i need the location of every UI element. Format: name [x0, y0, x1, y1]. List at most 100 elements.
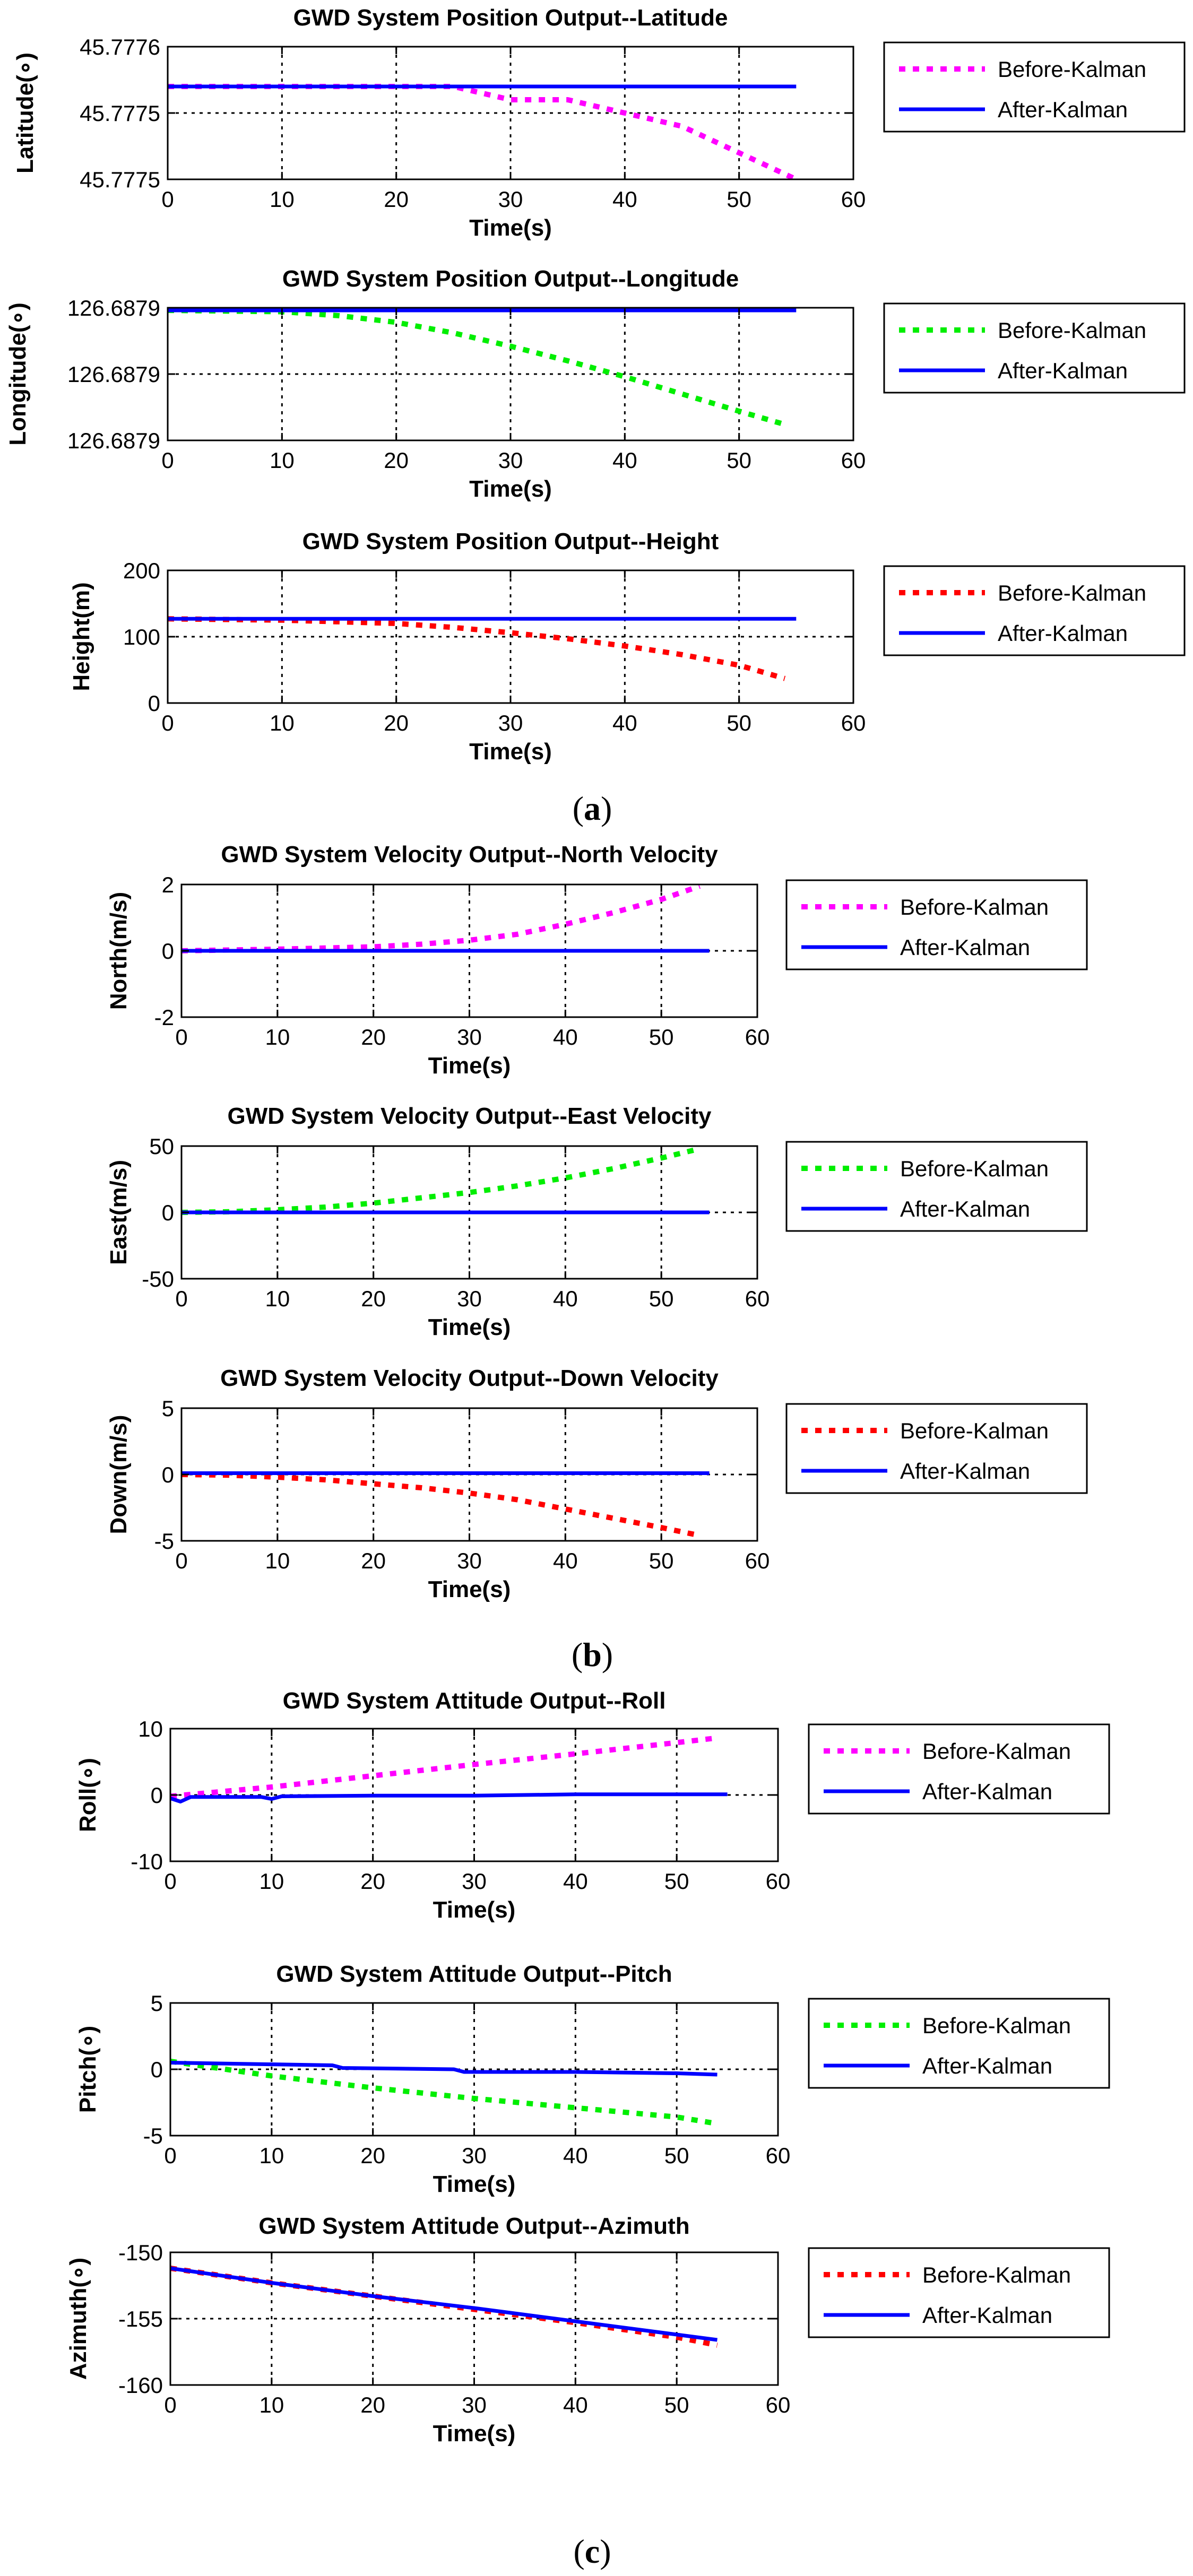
- chart-9: GWD System Attitude Output--Azimuth 0 10 20…: [65, 2213, 1110, 2447]
- legend-box: [785, 879, 1088, 970]
- chart-title: GWD System Position Output--Longitude: [282, 266, 739, 292]
- x-tick-label: 0: [164, 2143, 176, 2168]
- x-tick-label: 60: [766, 2143, 791, 2168]
- legend-box: [883, 565, 1186, 656]
- y-tick-label: -150: [118, 2240, 163, 2265]
- y-tick-label: 0: [151, 2057, 163, 2082]
- x-tick-label: 20: [360, 1869, 385, 1894]
- legend-label: After-Kalman: [998, 358, 1128, 383]
- x-tick-label: 10: [270, 710, 295, 735]
- chart-1: GWD System Position Output--Latitude 0 10 2…: [12, 5, 1186, 241]
- x-tick-label: 10: [265, 1548, 290, 1573]
- legend-box: [808, 2247, 1110, 2338]
- y-tick-label: 45.7775: [80, 101, 160, 126]
- legend-label: After-Kalman: [922, 2053, 1052, 2078]
- chart-4: GWD System Velocity Output--North Veloci…: [106, 842, 1088, 1079]
- y-tick-label: 0: [162, 939, 174, 964]
- y-tick-label: 2: [162, 872, 174, 897]
- legend: Before-Kalman After-Kalman: [883, 302, 1186, 394]
- y-tick-label: 0: [162, 1200, 174, 1225]
- legend-label: After-Kalman: [900, 1196, 1030, 1221]
- x-tick-label: 40: [563, 1869, 588, 1894]
- x-tick-label: 0: [175, 1548, 187, 1573]
- x-tick-label: 60: [766, 1869, 791, 1894]
- x-tick-label: 10: [265, 1286, 290, 1311]
- chart-title: GWD System Attitude Output--Roll: [283, 1688, 666, 1714]
- x-tick-label: 20: [384, 187, 409, 212]
- y-tick-label: 0: [151, 1783, 163, 1808]
- x-tick-label: 60: [841, 448, 866, 473]
- x-tick-label: 60: [766, 2392, 791, 2417]
- chart-5: GWD System Velocity Output--East Velocit…: [106, 1103, 1088, 1340]
- legend-box: [808, 1998, 1110, 2089]
- x-tick-label: 50: [727, 187, 751, 212]
- x-tick-label: 10: [270, 187, 295, 212]
- x-tick-label: 40: [612, 710, 637, 735]
- y-axis-label: Down(m/s): [106, 1415, 132, 1534]
- x-axis-label: Time(s): [428, 1576, 511, 1602]
- x-tick-label: 50: [649, 1286, 674, 1311]
- legend-box: [883, 302, 1186, 394]
- x-tick-label: 50: [664, 1869, 689, 1894]
- legend: Before-Kalman After-Kalman: [785, 879, 1088, 970]
- y-axis-label: North(m/s): [106, 892, 132, 1010]
- y-tick-label: -155: [118, 2306, 163, 2331]
- legend-box: [808, 1723, 1110, 1815]
- y-tick-label: 5: [151, 1991, 163, 2016]
- x-tick-label: 60: [841, 710, 866, 735]
- legend-label: After-Kalman: [922, 1779, 1052, 1804]
- x-tick-label: 10: [259, 1869, 284, 1894]
- x-tick-label: 30: [462, 2143, 487, 2168]
- x-tick-label: 60: [745, 1286, 770, 1311]
- legend-label: After-Kalman: [900, 1459, 1030, 1484]
- legend: Before-Kalman After-Kalman: [883, 565, 1186, 656]
- series-line-before-kalman: [181, 1146, 701, 1215]
- x-tick-label: 40: [553, 1548, 578, 1573]
- y-tick-label: 45.7776: [80, 34, 160, 59]
- x-tick-label: 20: [384, 448, 409, 473]
- y-tick-label: -2: [154, 1005, 174, 1030]
- x-axis-label: Time(s): [433, 2421, 516, 2447]
- x-tick-label: 0: [175, 1025, 187, 1050]
- x-tick-label: 60: [841, 187, 866, 212]
- y-tick-label: 45.7775: [80, 167, 160, 192]
- y-axis-label: Roll(∘): [75, 1758, 101, 1832]
- y-tick-label: 126.6879: [67, 362, 160, 387]
- series-line-after-kalman: [170, 2266, 717, 2342]
- x-tick-label: 20: [360, 2392, 385, 2417]
- y-tick-label: 0: [148, 691, 160, 716]
- x-tick-label: 30: [498, 448, 523, 473]
- y-tick-label: -50: [142, 1267, 174, 1291]
- y-axis-label: Latitude(∘): [12, 53, 38, 174]
- y-axis-label: East(m/s): [106, 1160, 132, 1265]
- x-axis-label: Time(s): [433, 2171, 516, 2197]
- x-axis-label: Time(s): [469, 215, 552, 241]
- x-tick-label: 30: [457, 1548, 482, 1573]
- legend-label: After-Kalman: [998, 621, 1128, 646]
- x-tick-label: 20: [360, 2143, 385, 2168]
- x-tick-label: 60: [745, 1548, 770, 1573]
- chart-title: GWD System Velocity Output--East Velocit…: [228, 1103, 712, 1129]
- x-axis-label: Time(s): [433, 1897, 516, 1923]
- x-tick-label: 0: [175, 1286, 187, 1311]
- x-tick-label: 30: [457, 1286, 482, 1311]
- y-tick-label: 100: [123, 625, 160, 649]
- legend-label: Before-Kalman: [900, 895, 1049, 920]
- y-axis-label: Azimuth(∘): [65, 2258, 91, 2380]
- x-tick-label: 40: [553, 1025, 578, 1050]
- chart-title: GWD System Velocity Output--Down Velocit…: [220, 1365, 719, 1391]
- y-tick-label: 50: [149, 1134, 174, 1159]
- x-axis-label: Time(s): [428, 1314, 511, 1340]
- chart-6: GWD System Velocity Output--Down Velocit…: [106, 1365, 1088, 1602]
- x-tick-label: 30: [498, 710, 523, 735]
- x-tick-label: 40: [553, 1286, 578, 1311]
- series-line-after-kalman: [170, 2061, 717, 2077]
- chart-title: GWD System Attitude Output--Pitch: [276, 1961, 672, 1987]
- x-tick-label: 20: [361, 1286, 386, 1311]
- y-tick-label: 5: [162, 1396, 174, 1421]
- panel-label-a: (a): [573, 790, 612, 827]
- chart-3: GWD System Position Output--Height 0 10 20 3…: [68, 528, 1186, 765]
- x-axis-label: Time(s): [469, 739, 552, 765]
- x-tick-label: 0: [164, 2392, 176, 2417]
- y-tick-label: -5: [154, 1529, 174, 1554]
